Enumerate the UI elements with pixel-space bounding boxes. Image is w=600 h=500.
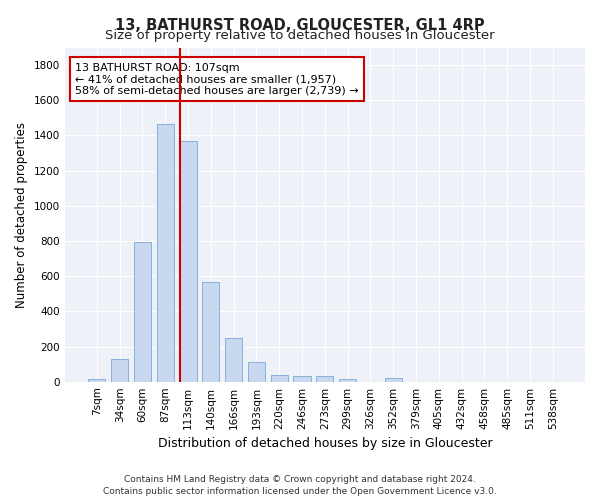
X-axis label: Distribution of detached houses by size in Gloucester: Distribution of detached houses by size …: [158, 437, 492, 450]
Y-axis label: Number of detached properties: Number of detached properties: [15, 122, 28, 308]
Bar: [271, 375, 288, 382]
Text: 13, BATHURST ROAD, GLOUCESTER, GL1 4RP: 13, BATHURST ROAD, GLOUCESTER, GL1 4RP: [115, 18, 485, 32]
Bar: [202, 282, 220, 382]
Bar: [293, 376, 311, 382]
Bar: [134, 242, 151, 382]
Text: 13 BATHURST ROAD: 107sqm
← 41% of detached houses are smaller (1,957)
58% of sem: 13 BATHURST ROAD: 107sqm ← 41% of detach…: [75, 62, 359, 96]
Bar: [88, 379, 106, 382]
Bar: [385, 378, 402, 382]
Bar: [111, 359, 128, 382]
Bar: [339, 378, 356, 382]
Bar: [248, 362, 265, 382]
Bar: [316, 376, 334, 382]
Bar: [157, 124, 174, 382]
Bar: [179, 140, 197, 382]
Bar: [225, 338, 242, 382]
Text: Contains HM Land Registry data © Crown copyright and database right 2024.
Contai: Contains HM Land Registry data © Crown c…: [103, 474, 497, 496]
Text: Size of property relative to detached houses in Gloucester: Size of property relative to detached ho…: [105, 29, 495, 42]
